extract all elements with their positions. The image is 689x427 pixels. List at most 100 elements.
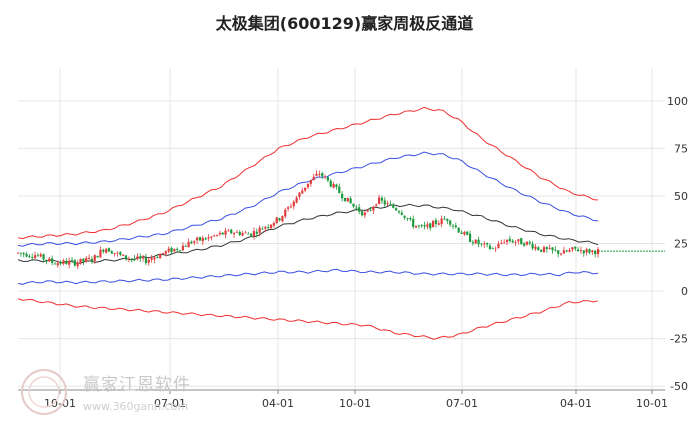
candle-body <box>346 197 349 202</box>
candle-body <box>323 176 327 178</box>
candle-body <box>460 232 463 234</box>
candle-body <box>116 252 119 254</box>
candle-body <box>238 231 241 235</box>
x-axis: 10-01 07-01 04-01 10-01 07-01 04-01 10-01 <box>18 389 668 410</box>
candle-body <box>144 257 148 264</box>
candle-body <box>437 223 440 225</box>
candle-body <box>201 237 204 242</box>
candle-body <box>440 218 443 225</box>
candle-body <box>31 257 34 258</box>
candle-body <box>596 249 600 255</box>
candle-body <box>520 238 523 245</box>
candle-body <box>190 241 193 244</box>
y-tick-label: 75 <box>674 142 688 155</box>
candle-body <box>51 258 54 263</box>
candle-body <box>400 212 403 215</box>
candle-body <box>87 257 91 259</box>
candle-body <box>414 225 418 228</box>
candle-body <box>341 193 344 199</box>
candle-body <box>540 249 543 252</box>
candle-body <box>56 263 59 266</box>
candle-body <box>542 247 546 253</box>
candle-body <box>403 215 406 218</box>
candle-body <box>318 174 321 175</box>
candle-body <box>167 248 170 252</box>
candle-body <box>451 225 455 227</box>
candle-body <box>210 236 213 238</box>
chart-title: 太极集团(600129)赢家周极反通道 <box>215 14 474 33</box>
candle-body <box>221 232 224 235</box>
candle-body <box>565 250 568 252</box>
candle-body <box>343 197 347 202</box>
candle-body <box>173 248 176 252</box>
candle-body <box>537 247 540 250</box>
candle-body <box>267 226 270 228</box>
candle-body <box>579 250 583 252</box>
candle-body <box>39 254 42 257</box>
candle-body <box>252 231 256 237</box>
candle-body <box>139 256 142 259</box>
candle-body <box>488 245 492 249</box>
candle-body <box>534 246 537 249</box>
candle-body <box>127 258 130 260</box>
candle-body <box>477 239 480 245</box>
watermark-logo-icon <box>21 369 67 415</box>
candle-body <box>383 200 386 205</box>
candle-body <box>457 227 460 233</box>
candle-body <box>198 237 202 241</box>
candle-body <box>551 247 554 251</box>
y-tick-label: -50 <box>670 380 688 393</box>
candle-body <box>392 204 395 208</box>
channel-bands <box>17 106 665 340</box>
candle-body <box>483 243 486 245</box>
candle-body <box>176 248 179 250</box>
candle-body <box>397 211 401 213</box>
candle-body <box>386 203 389 204</box>
candle-body <box>289 206 293 208</box>
candle-body <box>511 240 514 243</box>
candle-body <box>369 209 372 211</box>
candle-body <box>423 225 426 227</box>
candle-body <box>161 252 165 254</box>
candle-body <box>372 206 375 211</box>
candle-body <box>466 231 469 235</box>
x-tick-label: 07-01 <box>446 397 478 410</box>
candle-body <box>434 220 438 224</box>
band-inner-lower <box>17 268 599 285</box>
x-tick-label: 04-01 <box>262 397 294 410</box>
candle-body <box>196 237 199 241</box>
watermark-text: 赢家江恩软件 <box>83 375 191 395</box>
candle-body <box>62 260 65 264</box>
candle-body <box>68 260 71 265</box>
candle-body <box>261 228 264 230</box>
candle-body <box>463 232 466 235</box>
candle-body <box>562 250 565 254</box>
candle-body <box>258 227 261 233</box>
x-tick-label: 04-01 <box>560 397 592 410</box>
candle-body <box>272 223 275 226</box>
candle-body <box>571 247 574 250</box>
candle-body <box>70 259 74 261</box>
candle-body <box>594 250 597 255</box>
candle-body <box>474 239 477 244</box>
candle-body <box>96 255 99 258</box>
candle-body <box>420 225 423 226</box>
candle-body <box>377 197 381 204</box>
candle-body <box>28 256 31 257</box>
candle-body <box>375 204 378 206</box>
candle-body <box>568 249 571 252</box>
candle-body <box>486 243 489 245</box>
candle-body <box>150 258 153 260</box>
candle-body <box>349 198 352 204</box>
candle-body <box>443 218 446 220</box>
candle-body <box>250 233 253 236</box>
candle-body <box>65 261 68 265</box>
candle-body <box>105 248 108 253</box>
candle-body <box>355 207 358 209</box>
candle-body <box>213 235 216 237</box>
candle-body <box>76 262 79 267</box>
candle-body <box>471 242 475 244</box>
candle-body <box>102 249 105 252</box>
candle-body <box>147 259 150 263</box>
